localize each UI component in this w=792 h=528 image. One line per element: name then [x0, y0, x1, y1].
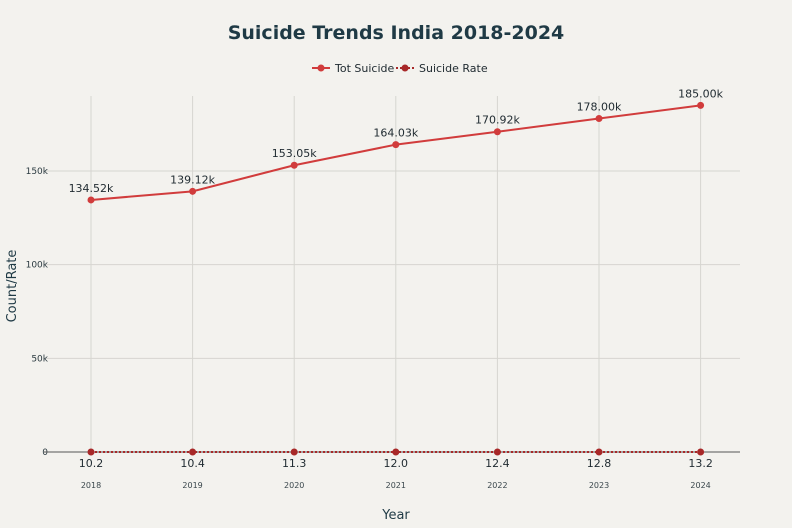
y-tick-label: 150k	[26, 167, 49, 177]
point-tot-suicide[interactable]	[87, 196, 95, 204]
y-tick-label: 100k	[26, 261, 49, 271]
data-label-tot-suicide: 170.92k	[475, 114, 520, 127]
point-suicide-rate[interactable]	[189, 448, 197, 456]
data-label-suicide-rate: 12.0	[384, 457, 409, 470]
data-label-tot-suicide: 185.00k	[678, 87, 723, 100]
data-labels: 134.52k 139.12k 153.05k 164.03k 170.92k 178.0…	[69, 87, 724, 470]
data-label-suicide-rate: 12.8	[587, 457, 612, 470]
x-tick-label: 2018	[81, 481, 101, 490]
legend-item-tot-suicide[interactable]: Tot Suicide	[312, 62, 394, 75]
series	[87, 101, 705, 456]
x-axis-title: Year	[381, 508, 410, 523]
legend-label-tot-suicide: Tot Suicide	[334, 62, 394, 75]
data-label-tot-suicide: 153.05k	[272, 147, 317, 160]
data-label-suicide-rate: 10.4	[180, 457, 205, 470]
point-suicide-rate[interactable]	[87, 448, 95, 456]
legend-marker-tot-suicide	[317, 64, 325, 72]
x-tick-label: 2022	[487, 481, 507, 490]
legend: Tot Suicide Suicide Rate	[312, 62, 488, 75]
data-label-suicide-rate: 10.2	[79, 457, 104, 470]
x-tick-label: 2020	[284, 481, 304, 490]
axes: 0 50k 100k 150k 2018 2019 2020 2021 2022 2023 2024	[26, 167, 740, 490]
point-tot-suicide[interactable]	[493, 128, 501, 136]
gridlines	[44, 96, 740, 452]
x-tick-label: 2023	[589, 481, 609, 490]
x-tick-label: 2019	[182, 481, 202, 490]
point-suicide-rate[interactable]	[290, 448, 298, 456]
data-label-suicide-rate: 13.2	[688, 457, 713, 470]
data-label-suicide-rate: 11.3	[282, 457, 307, 470]
point-tot-suicide[interactable]	[290, 161, 298, 169]
chart-title: Suicide Trends India 2018-2024	[228, 22, 565, 44]
y-axis-title: Count/Rate	[5, 250, 20, 323]
y-tick-label: 50k	[31, 354, 48, 364]
data-label-tot-suicide: 164.03k	[373, 127, 418, 140]
data-label-tot-suicide: 139.12k	[170, 173, 215, 186]
point-suicide-rate[interactable]	[392, 448, 400, 456]
point-suicide-rate[interactable]	[595, 448, 603, 456]
point-tot-suicide[interactable]	[189, 187, 197, 195]
x-tick-label: 2024	[690, 481, 710, 490]
data-label-tot-suicide: 134.52k	[69, 182, 114, 195]
x-tick-label: 2021	[386, 481, 406, 490]
legend-marker-suicide-rate	[401, 64, 409, 72]
data-label-tot-suicide: 178.00k	[577, 100, 622, 113]
point-tot-suicide[interactable]	[697, 101, 705, 109]
point-suicide-rate[interactable]	[493, 448, 501, 456]
point-suicide-rate[interactable]	[697, 448, 705, 456]
legend-label-suicide-rate: Suicide Rate	[419, 62, 488, 75]
data-label-suicide-rate: 12.4	[485, 457, 510, 470]
legend-item-suicide-rate[interactable]: Suicide Rate	[396, 62, 488, 75]
point-tot-suicide[interactable]	[595, 114, 603, 122]
y-tick-label: 0	[42, 448, 48, 458]
point-tot-suicide[interactable]	[392, 141, 400, 149]
